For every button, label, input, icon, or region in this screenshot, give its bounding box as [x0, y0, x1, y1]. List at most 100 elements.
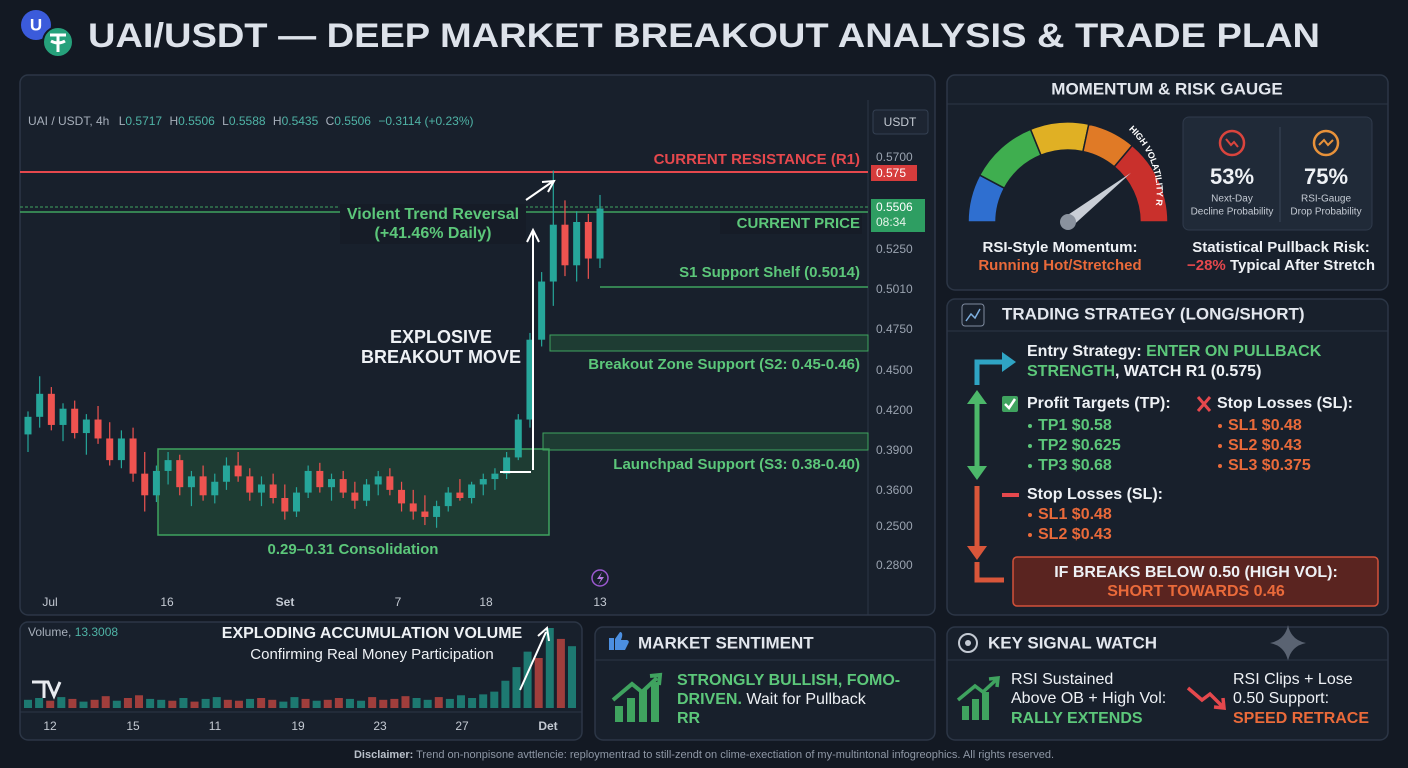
- volume-bar: [456, 695, 465, 708]
- resistance-chip-text: 0.575: [876, 166, 906, 180]
- candle-body: [82, 419, 90, 434]
- volume-bar: [512, 667, 521, 708]
- currency-box: [872, 109, 929, 135]
- path: [956, 676, 1000, 702]
- rect: [627, 698, 635, 722]
- x-label: 13: [593, 595, 607, 609]
- symbol: UAI / USDT, 4h: [28, 114, 109, 128]
- sentiment-highlight: DRIVEN.: [677, 691, 742, 708]
- entry-line: Entry Strategy: ENTER ON PULLBACK: [1027, 343, 1322, 360]
- s3-label: Launchpad Support (S3: 0.38-0.40): [613, 456, 860, 473]
- short-condition: IF BREAKS BELOW 0.50 (HIGH VOL):: [1054, 564, 1338, 581]
- volume-bar: [523, 651, 532, 708]
- candle-body: [152, 470, 160, 496]
- check-mark: [1004, 398, 1017, 410]
- s2-zone: [549, 334, 869, 352]
- candle-body: [187, 476, 195, 488]
- list-item: SL3 $0.375: [1228, 457, 1311, 474]
- candle-body: [164, 460, 172, 471]
- volume-bar: [412, 698, 421, 708]
- bear-line: 0.50 Support:: [1233, 690, 1329, 707]
- x-label: Jul: [42, 595, 57, 609]
- risk-title: Statistical Pullback Risk:: [1192, 239, 1370, 256]
- prob-label: Drop Probability: [1290, 207, 1361, 218]
- readout-value: 0.5506: [178, 114, 215, 128]
- volume-bar: [257, 698, 266, 708]
- bear-icon: [1186, 686, 1226, 710]
- price-chip-text: 0.5506: [876, 200, 913, 214]
- event-icon: [591, 569, 609, 587]
- candle-body: [24, 416, 32, 435]
- x-label: Set: [276, 595, 295, 609]
- current-label: CURRENT PRICE: [737, 215, 860, 232]
- sl-title: Stop Losses (SL):: [1217, 395, 1353, 412]
- volume-x-label: 15: [126, 719, 140, 733]
- volume-bar: [290, 697, 299, 708]
- tether-glyph: [50, 33, 66, 52]
- readout-value: 0.5435: [282, 114, 319, 128]
- tp-title: Profit Targets (TP):: [1027, 395, 1171, 412]
- volume-bar: [268, 699, 277, 708]
- bear-line: RSI Clips + Lose: [1233, 671, 1353, 688]
- reversal-label: Violent Trend Reversal: [347, 206, 519, 223]
- gauge: [967, 121, 1169, 230]
- price-label: 0.5010: [876, 282, 913, 296]
- candle-body: [176, 460, 184, 488]
- list-item: SL2 $0.43: [1038, 526, 1112, 543]
- strategy-icon-line: [965, 308, 981, 322]
- bullet: [1028, 533, 1032, 537]
- event-bolt: [597, 572, 604, 585]
- s1-label: S1 Support Shelf (0.5014): [679, 264, 860, 281]
- logo-text: U: [30, 15, 42, 34]
- volume-bar: [379, 699, 388, 708]
- check-box: [1002, 396, 1018, 412]
- sentiment-note: Wait for Pullback: [746, 691, 866, 708]
- candle-body: [433, 506, 441, 517]
- price-label: 0.4200: [876, 403, 913, 417]
- bullet: [1218, 424, 1222, 428]
- entry-note: , WATCH R1 (0.575): [1115, 363, 1261, 380]
- breakout-label: EXPLOSIVE: [390, 327, 492, 347]
- volume-arrow: [519, 626, 550, 691]
- volume-bar: [201, 698, 210, 708]
- risk-note: Typical After Stretch: [1230, 257, 1375, 274]
- thumbs-icon: [609, 632, 629, 650]
- list-item: TP3 $0.68: [1038, 457, 1112, 474]
- currency: USDT: [884, 115, 917, 129]
- bullet: [1028, 513, 1032, 517]
- momentum-value: Running Hot/Stretched: [978, 257, 1141, 274]
- volume-value: 13.3008: [75, 625, 119, 639]
- price-label: 0.3900: [876, 443, 913, 457]
- consolidation-label: 0.29–0.31 Consolidation: [268, 541, 439, 558]
- candle-body: [409, 503, 417, 512]
- price-label: 0.4750: [876, 322, 913, 336]
- volume-bar: [401, 696, 410, 708]
- candle-body: [257, 484, 265, 493]
- candle-body: [386, 476, 394, 490]
- volume-bar: [334, 698, 343, 708]
- bear-result: SPEED RETRACE: [1233, 710, 1369, 727]
- readout-key: H: [169, 114, 178, 128]
- volume-x-label: 19: [291, 719, 305, 733]
- list-item: TP1 $0.58: [1038, 417, 1112, 434]
- short-box: [1012, 556, 1379, 607]
- tv-logo: [32, 680, 62, 700]
- readout-key: L: [119, 114, 126, 128]
- volume-bar: [490, 691, 499, 708]
- prob-icon: [1312, 129, 1340, 157]
- volume-bar: [568, 646, 576, 708]
- candle-body: [596, 208, 604, 259]
- prob-value: 75%: [1304, 164, 1348, 189]
- gauge-segment: [1113, 144, 1169, 223]
- candle-body: [304, 470, 312, 493]
- volume-x-label: 12: [43, 719, 57, 733]
- volume-bar: [345, 698, 354, 708]
- volume-bar: [146, 698, 155, 708]
- volume-bar: [479, 694, 488, 708]
- volume-x-label: 23: [373, 719, 387, 733]
- candle-body: [281, 498, 289, 512]
- volume-bar: [323, 699, 332, 708]
- bullet: [1028, 444, 1032, 448]
- volume-annotation: EXPLODING ACCUMULATION VOLUME: [222, 625, 523, 642]
- prob-icon: [1218, 129, 1246, 157]
